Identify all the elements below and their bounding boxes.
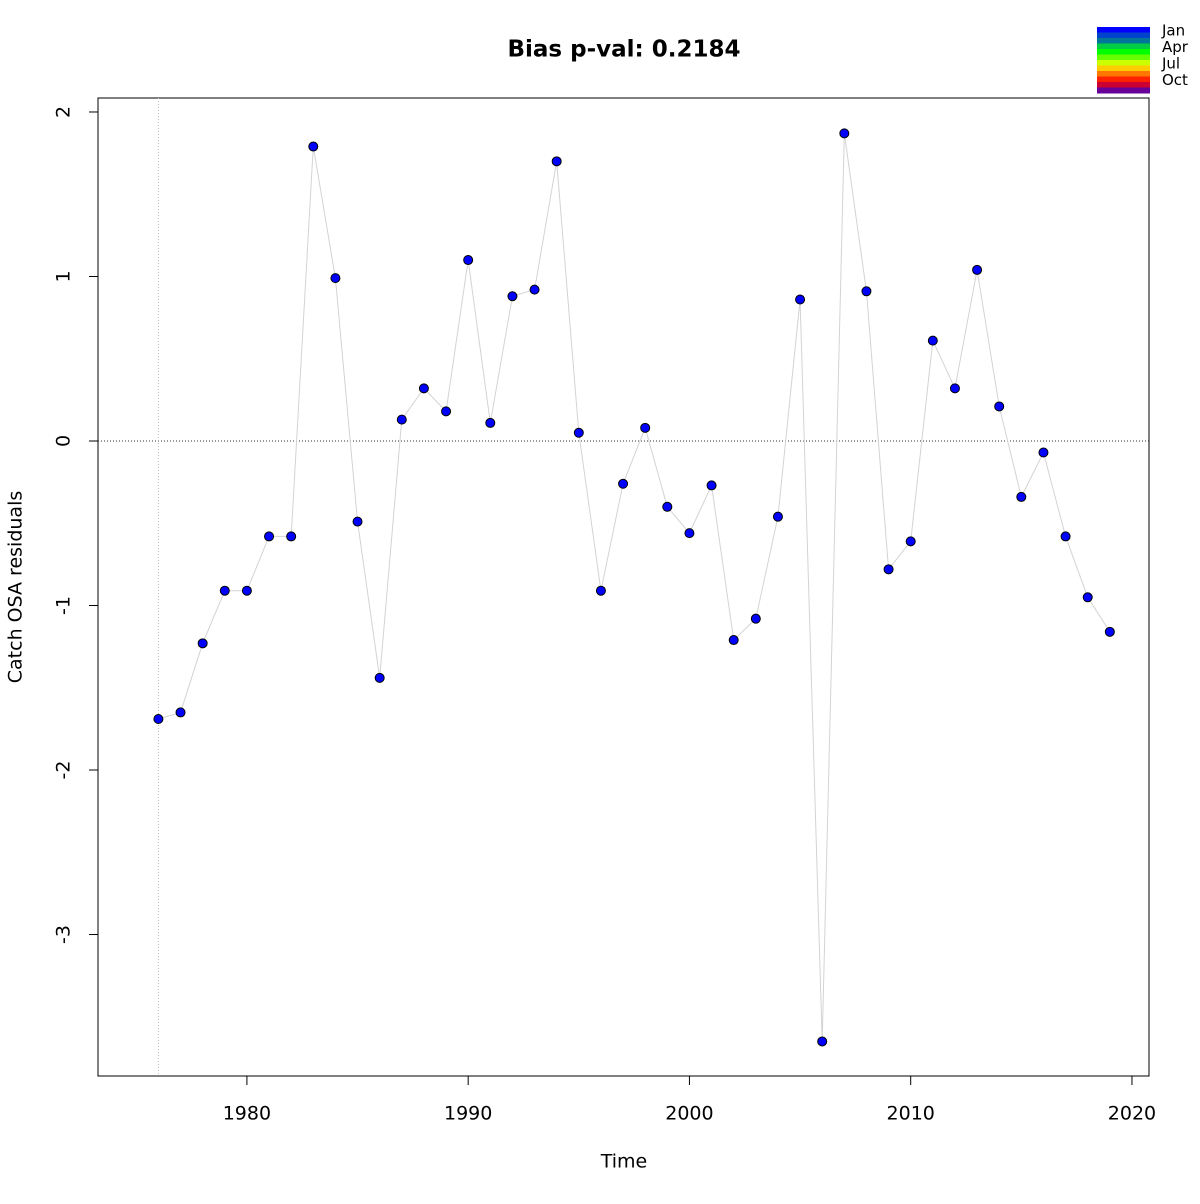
x-tick-label: 2000 [665, 1103, 713, 1125]
data-point [308, 141, 319, 152]
data-point [1060, 531, 1071, 542]
data-point [352, 516, 363, 527]
data-point [994, 401, 1005, 412]
data-point [441, 406, 452, 417]
data-point [883, 564, 894, 575]
data-point [330, 273, 341, 284]
data-point [927, 335, 938, 346]
data-point [861, 286, 872, 297]
legend-swatch [1097, 60, 1150, 66]
y-tick-label: -3 [53, 925, 75, 944]
legend-swatch [1097, 43, 1150, 50]
y-tick-label: 2 [53, 106, 75, 118]
legend-swatch [1097, 49, 1150, 55]
x-tick-label: 2010 [887, 1103, 935, 1125]
data-point [905, 536, 916, 547]
legend-swatch [1097, 71, 1150, 77]
data-point [396, 414, 407, 425]
data-point [1104, 626, 1115, 637]
legend-swatch [1097, 38, 1150, 44]
data-point [573, 427, 584, 438]
legend-label: Jul [1161, 55, 1180, 73]
data-point [1038, 447, 1049, 458]
data-point [839, 128, 850, 139]
data-point [795, 294, 806, 305]
data-point [529, 284, 540, 295]
data-point [463, 255, 474, 266]
data-point [595, 585, 606, 596]
x-axis-label: Time [600, 1151, 648, 1173]
y-tick-label: 1 [53, 270, 75, 282]
legend-label: Jan [1161, 22, 1185, 40]
data-point [1016, 491, 1027, 502]
x-tick-label: 1980 [223, 1103, 271, 1125]
data-point [972, 264, 983, 275]
data-point [286, 531, 297, 542]
y-tick-label: -2 [53, 761, 75, 780]
data-point [153, 714, 164, 725]
legend-label: Apr [1162, 38, 1189, 56]
data-point [197, 638, 208, 649]
data-point [507, 291, 518, 302]
chart-title: Bias p-val: 0.2184 [508, 37, 741, 63]
data-point [175, 707, 186, 718]
y-tick-label: -1 [53, 596, 75, 615]
data-point [551, 156, 562, 167]
data-point [219, 585, 230, 596]
legend-swatch [1097, 27, 1150, 33]
data-point [662, 501, 673, 512]
data-point [640, 422, 651, 433]
data-point [1082, 592, 1093, 603]
data-point [264, 531, 275, 542]
data-point [817, 1036, 828, 1047]
x-tick-label: 1990 [444, 1103, 492, 1125]
legend-swatch [1097, 87, 1150, 94]
plot-frame [97, 97, 1150, 1077]
legend-swatch [1097, 82, 1150, 88]
legend-swatch [1097, 54, 1150, 61]
data-point [374, 672, 385, 683]
data-point [684, 528, 695, 539]
data-point [706, 480, 717, 491]
data-point [485, 417, 496, 428]
y-tick-label: 0 [53, 435, 75, 447]
x-tick-label: 2020 [1108, 1103, 1156, 1125]
series-line [158, 133, 1111, 1042]
data-point [618, 478, 629, 489]
legend-swatch [1097, 32, 1150, 39]
legend-swatch [1097, 65, 1150, 72]
data-point [241, 585, 252, 596]
data-point [949, 383, 960, 394]
data-point [418, 383, 429, 394]
data-point [750, 613, 761, 624]
y-axis-label: Catch OSA residuals [5, 491, 27, 683]
legend-label: Oct [1162, 71, 1188, 89]
legend-swatch [1097, 76, 1150, 83]
data-point [728, 635, 739, 646]
data-point [772, 511, 783, 522]
